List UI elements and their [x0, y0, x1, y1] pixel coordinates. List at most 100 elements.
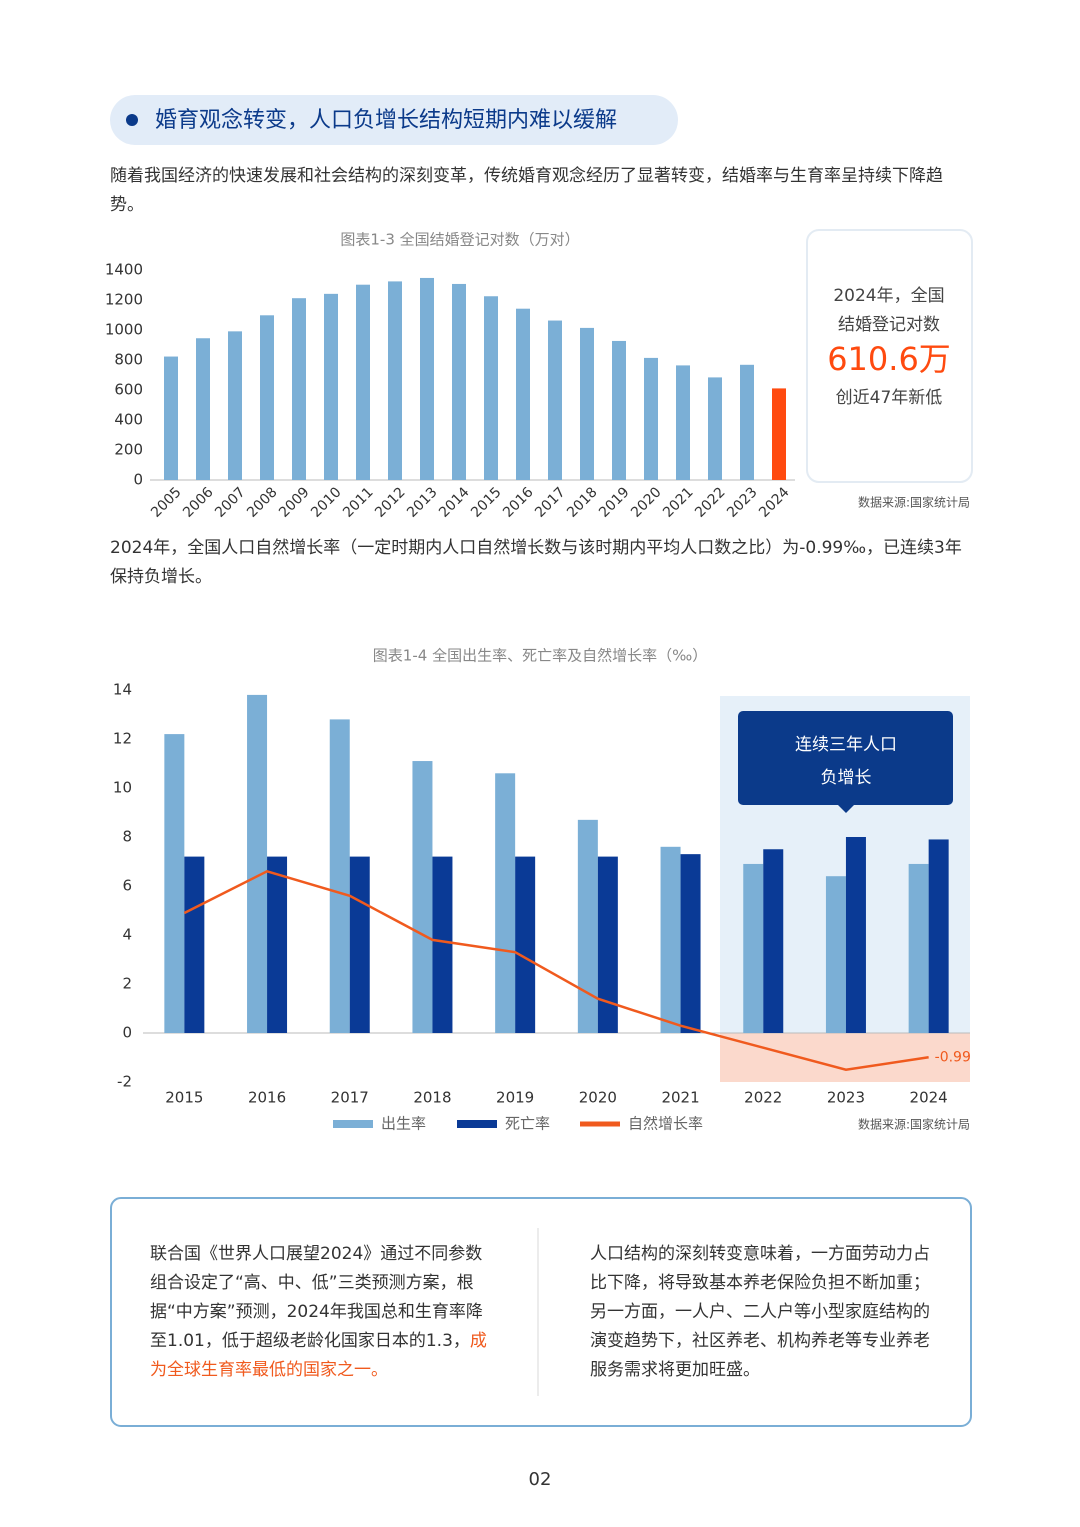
bar [260, 315, 274, 480]
x-tick-label: 2017 [331, 1089, 369, 1107]
bar [708, 377, 722, 480]
bar [845, 837, 866, 1033]
legend-label: 出生率 [381, 1115, 426, 1133]
x-tick-label: 2017 [532, 484, 569, 521]
heading-dot [126, 114, 138, 126]
y-tick-label: 0 [133, 471, 143, 489]
bar [420, 277, 434, 480]
bar [329, 719, 350, 1033]
bar [515, 856, 536, 1033]
x-tick-label: 2018 [413, 1089, 451, 1107]
bar [763, 849, 784, 1033]
chart-title: 图表1-3 全国结婚登记对数（万对） [340, 231, 579, 249]
y-tick-label: 1400 [105, 261, 143, 279]
y-tick-label: 4 [122, 926, 132, 944]
x-tick-label: 2016 [500, 484, 537, 521]
bar [267, 856, 288, 1033]
summary-left: 联合国《世界人口展望2024》通过不同参数组合设定了“高、中、低”三类预测方案，… [150, 1240, 495, 1385]
source: 数据来源:国家统计局 [858, 495, 970, 510]
bar [740, 364, 754, 480]
x-tick-label: 2021 [661, 1089, 699, 1107]
y-tick-label: 2 [122, 975, 132, 993]
x-tick-label: 2016 [248, 1089, 286, 1107]
bar [548, 320, 562, 480]
bar [292, 298, 306, 480]
bar [349, 856, 370, 1033]
bar [184, 856, 205, 1033]
bar [164, 734, 185, 1033]
x-tick-label: 2020 [628, 484, 665, 521]
x-tick-label: 2019 [596, 484, 633, 521]
y-tick-label: 12 [113, 730, 132, 748]
annotation-box [738, 711, 953, 805]
heading: 婚育观念转变，人口负增长结构短期内难以缓解 [155, 108, 617, 133]
bar [825, 876, 846, 1033]
bar [196, 338, 210, 480]
bar [743, 863, 764, 1033]
chart-title: 图表1-4 全国出生率、死亡率及自然增长率（‰） [373, 647, 707, 665]
bar [388, 281, 402, 480]
bar [577, 819, 598, 1033]
x-tick-label: 2014 [436, 484, 473, 521]
legend-label: 自然增长率 [628, 1115, 703, 1133]
bar [495, 773, 516, 1033]
y-tick-label: 800 [114, 351, 143, 369]
bar [676, 365, 690, 480]
bar [432, 856, 453, 1033]
heading-pill [110, 95, 678, 145]
summary-right: 人口结构的深刻转变意味着，一方面劳动力占比下降，将导致基本养老保险负担不断加重；… [590, 1244, 930, 1380]
x-tick-label: 2006 [180, 484, 217, 521]
summary-box [110, 1197, 972, 1427]
summary-text: 联合国《世界人口展望2024》通过不同参数组合设定了“高、中、低”三类预测方案，… [150, 1244, 483, 1351]
bar [644, 357, 658, 480]
x-tick-label: 2018 [564, 484, 601, 521]
y-tick-label: 6 [122, 877, 132, 895]
x-tick-label: 2021 [660, 484, 697, 521]
x-tick-label: 2022 [744, 1089, 782, 1107]
bar [772, 388, 786, 480]
source: 数据来源:国家统计局 [858, 1117, 970, 1132]
x-tick-label: 2023 [724, 484, 761, 521]
bar [412, 761, 433, 1033]
callout-line: 2024年，全国 [833, 286, 944, 306]
y-tick-label: 14 [113, 681, 132, 699]
x-tick-label: 2008 [244, 484, 281, 521]
bar [452, 283, 466, 480]
bar [597, 856, 618, 1033]
negative-region [720, 1033, 970, 1082]
paragraph: 2024年，全国人口自然增长率（一定时期内人口自然增长数与该时期内平均人口数之比… [110, 538, 962, 587]
y-tick-label: -2 [117, 1073, 132, 1091]
x-tick-label: 2011 [340, 484, 377, 521]
y-tick-label: 0 [122, 1024, 132, 1042]
y-tick-label: 10 [113, 779, 132, 797]
callout-figure: 610.6万 [827, 340, 951, 378]
line [183, 869, 929, 1072]
bar [660, 846, 681, 1033]
callout-card [806, 229, 973, 483]
bar [580, 327, 594, 480]
y-tick-label: 600 [114, 381, 143, 399]
y-tick-label: 200 [114, 441, 143, 459]
callout-line: 结婚登记对数 [838, 315, 940, 335]
annotation-pointer [838, 805, 854, 813]
x-tick-label: 2009 [276, 484, 313, 521]
annotation: 负增长 [821, 768, 872, 788]
bar [247, 694, 268, 1033]
bar [228, 331, 242, 480]
y-tick-label: 8 [122, 828, 132, 846]
bar [324, 293, 338, 480]
bar [164, 356, 178, 480]
page-number: 02 [529, 1469, 552, 1490]
annotation: 连续三年人口 [795, 735, 897, 755]
x-tick-label: 2015 [468, 484, 505, 521]
x-tick-label: 2013 [404, 484, 441, 521]
bar [516, 308, 530, 480]
data-label: -0.99 [935, 1049, 971, 1065]
x-tick-label: 2012 [372, 484, 409, 521]
x-tick-label: 2015 [165, 1089, 203, 1107]
x-tick-label: 2024 [756, 484, 793, 521]
x-tick-label: 2005 [148, 484, 185, 521]
intro: 随着我国经济的快速发展和社会结构的深刻变革，传统婚育观念经历了显著转变，结婚率与… [110, 166, 943, 215]
